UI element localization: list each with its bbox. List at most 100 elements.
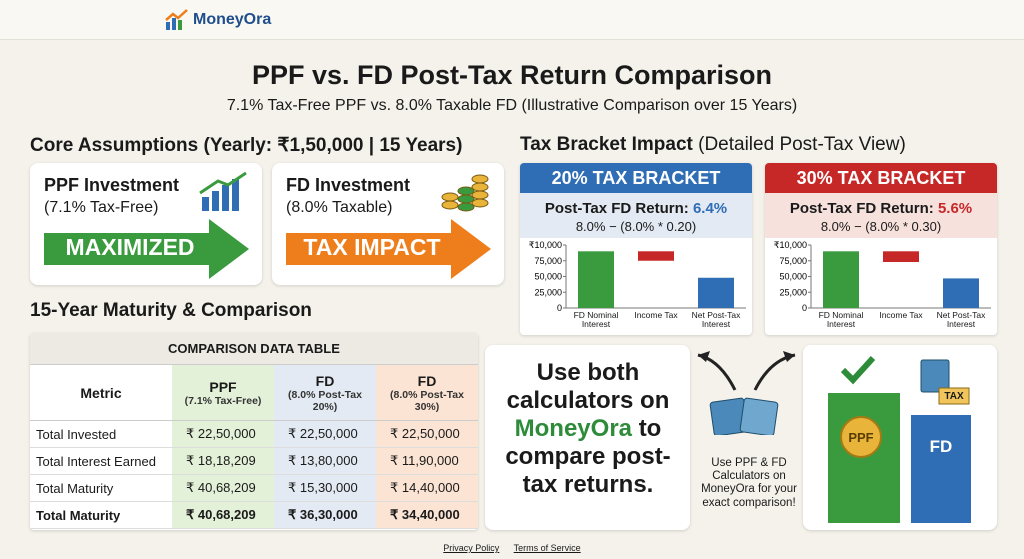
bar: [578, 251, 614, 308]
tax-heading: Tax Bracket Impact (Detailed Post-Tax Vi…: [520, 134, 906, 156]
formula: 8.0% − (8.0% * 0.20): [575, 219, 697, 234]
bar: [638, 251, 674, 261]
y-tick-label: ₹10,000: [774, 240, 807, 250]
logo-icon: [165, 9, 188, 30]
table-cell: ₹ 15,30,000: [274, 475, 376, 502]
promo-note: Use PPF & FD Calculators on MoneyOra for…: [701, 457, 797, 509]
comparison-table: COMPARISON DATA TABLE Metric PPF (7.1% Tax-…: [30, 333, 478, 530]
footer-link[interactable]: Terms of Service: [513, 543, 581, 553]
table-cell: ₹ 14,40,000: [376, 475, 478, 502]
promo-line1: Use both calculators on: [506, 359, 670, 415]
bar: [698, 277, 734, 308]
coin: [457, 202, 475, 212]
table-cell: ₹ 34,40,000: [376, 502, 478, 529]
column-name: PPF: [209, 378, 237, 395]
waterfall-chart: 0 25,000 50,000 75,000 ₹10,000: [774, 240, 991, 313]
title: PPF vs. FD Post-Tax Return Comparison: [251, 60, 773, 90]
column-name: FD: [417, 372, 437, 389]
table-cell: Total Maturity: [30, 502, 172, 529]
ppf-label: PPF: [848, 430, 874, 445]
y-tick-label: 0: [557, 303, 562, 313]
table-cell: ₹ 22,50,000: [274, 421, 376, 448]
column-header: Metric: [30, 365, 172, 421]
return-label: Post-Tax FD Return:: [544, 200, 689, 217]
card-icon: [199, 171, 247, 211]
table-cell: Total Interest Earned: [30, 448, 172, 475]
column-header: FD (8.0% Post-Tax 20%): [274, 365, 376, 421]
top-bar: MoneyOra: [0, 0, 1024, 40]
table-cell: ₹ 40,68,209: [172, 475, 274, 502]
column-name: Metric: [80, 384, 122, 401]
y-tick-label: ₹10,000: [529, 240, 562, 250]
panel-summary: Post-Tax FD Return: 5.6% 8.0% − (8.0% * 0…: [765, 193, 997, 238]
return-value: 5.6%: [937, 200, 973, 217]
arrow-shape: [44, 219, 249, 279]
card-banner: MAXIMIZED: [65, 234, 195, 260]
category-label: FD Nominal Interest: [818, 310, 864, 329]
footer: Privacy Policy Terms of Service: [0, 543, 1024, 553]
table-caption: COMPARISON DATA TABLE: [30, 333, 478, 365]
category-label: Net Post-Tax Interest: [936, 310, 986, 329]
table-cell: ₹ 18,18,209: [172, 448, 274, 475]
table-cell: Total Maturity: [30, 475, 172, 502]
coin: [471, 182, 489, 192]
table-cell: ₹ 22,50,000: [376, 421, 478, 448]
brand: MoneyOra: [193, 11, 272, 28]
card-title: PPF Investment: [44, 175, 180, 195]
tax-panel: 20% TAX BRACKET Post-Tax FD Return: 6.4% 8…: [520, 163, 752, 335]
subtitle: 7.1% Tax-Free PPF vs. 8.0% Taxable FD (I…: [226, 97, 798, 114]
calculator-art: [697, 351, 796, 435]
banner-arrow: [286, 219, 491, 279]
icon-bar: [212, 191, 219, 211]
column-note: (8.0% Post-Tax 30%): [390, 388, 464, 413]
assumption-card: FD Investment (8.0% Taxable) TAX IMPACT: [272, 163, 504, 285]
tax-label: TAX: [944, 391, 964, 402]
coin: [441, 192, 459, 202]
icon-bar: [222, 185, 229, 211]
y-tick-label: 50,000: [779, 272, 807, 282]
assumptions-heading: Core Assumptions (Yearly: ₹1,50,000 | 15…: [30, 135, 463, 156]
column-note: (7.1% Tax-Free): [184, 394, 262, 407]
coin: [471, 190, 489, 200]
return-line: Post-Tax FD Return: 6.4%: [520, 200, 752, 217]
y-tick-label: 75,000: [534, 256, 562, 266]
footer-link[interactable]: Privacy Policy: [443, 543, 500, 553]
card-title: FD Investment: [286, 175, 411, 195]
coin: [441, 200, 459, 210]
maturity-heading: 15-Year Maturity & Comparison: [30, 300, 312, 321]
bar: [823, 251, 859, 308]
waterfall-chart: 0 25,000 50,000 75,000 ₹10,000: [529, 240, 746, 313]
column-header: FD (8.0% Post-Tax 30%): [376, 365, 478, 421]
table-cell: ₹ 22,50,000: [172, 421, 274, 448]
coin: [457, 194, 475, 204]
category-label: FD Nominal Interest: [573, 310, 619, 329]
promo-card: Use both calculators on MoneyOra to comp…: [485, 345, 690, 530]
icon-bar: [232, 179, 239, 211]
tax-heading-note: (Detailed Post-Tax View): [698, 134, 906, 155]
promo-brand: MoneyOra: [514, 415, 633, 443]
table-cell: ₹ 36,30,000: [274, 502, 376, 529]
category-label: Income Tax: [879, 310, 923, 320]
icon-line: [199, 171, 247, 195]
table-cell: ₹ 40,68,209: [172, 502, 274, 529]
banner-arrow: [44, 219, 249, 279]
panel-summary: Post-Tax FD Return: 6.4% 8.0% − (8.0% * 0…: [520, 193, 752, 238]
y-tick-label: 0: [802, 303, 807, 313]
coin: [457, 186, 475, 196]
return-label: Post-Tax FD Return:: [789, 200, 934, 217]
category-label: Income Tax: [634, 310, 678, 320]
card-banner: TAX IMPACT: [303, 234, 441, 260]
illustration: [828, 355, 971, 523]
bar: [883, 251, 919, 263]
illustration-card: PPF FD TAX: [803, 345, 997, 530]
card-subtitle: (7.1% Tax-Free): [44, 199, 159, 216]
table-cell: Total Invested: [30, 421, 172, 448]
icon-bar: [202, 197, 209, 211]
coin: [471, 198, 489, 208]
tax-panel: 30% TAX BRACKET Post-Tax FD Return: 5.6% 8…: [765, 163, 997, 335]
column-note: (8.0% Post-Tax 20%): [288, 388, 362, 413]
card-subtitle: (8.0% Taxable): [286, 199, 393, 216]
tax-heading-main: Tax Bracket Impact: [520, 134, 693, 155]
return-value: 6.4%: [692, 200, 728, 217]
